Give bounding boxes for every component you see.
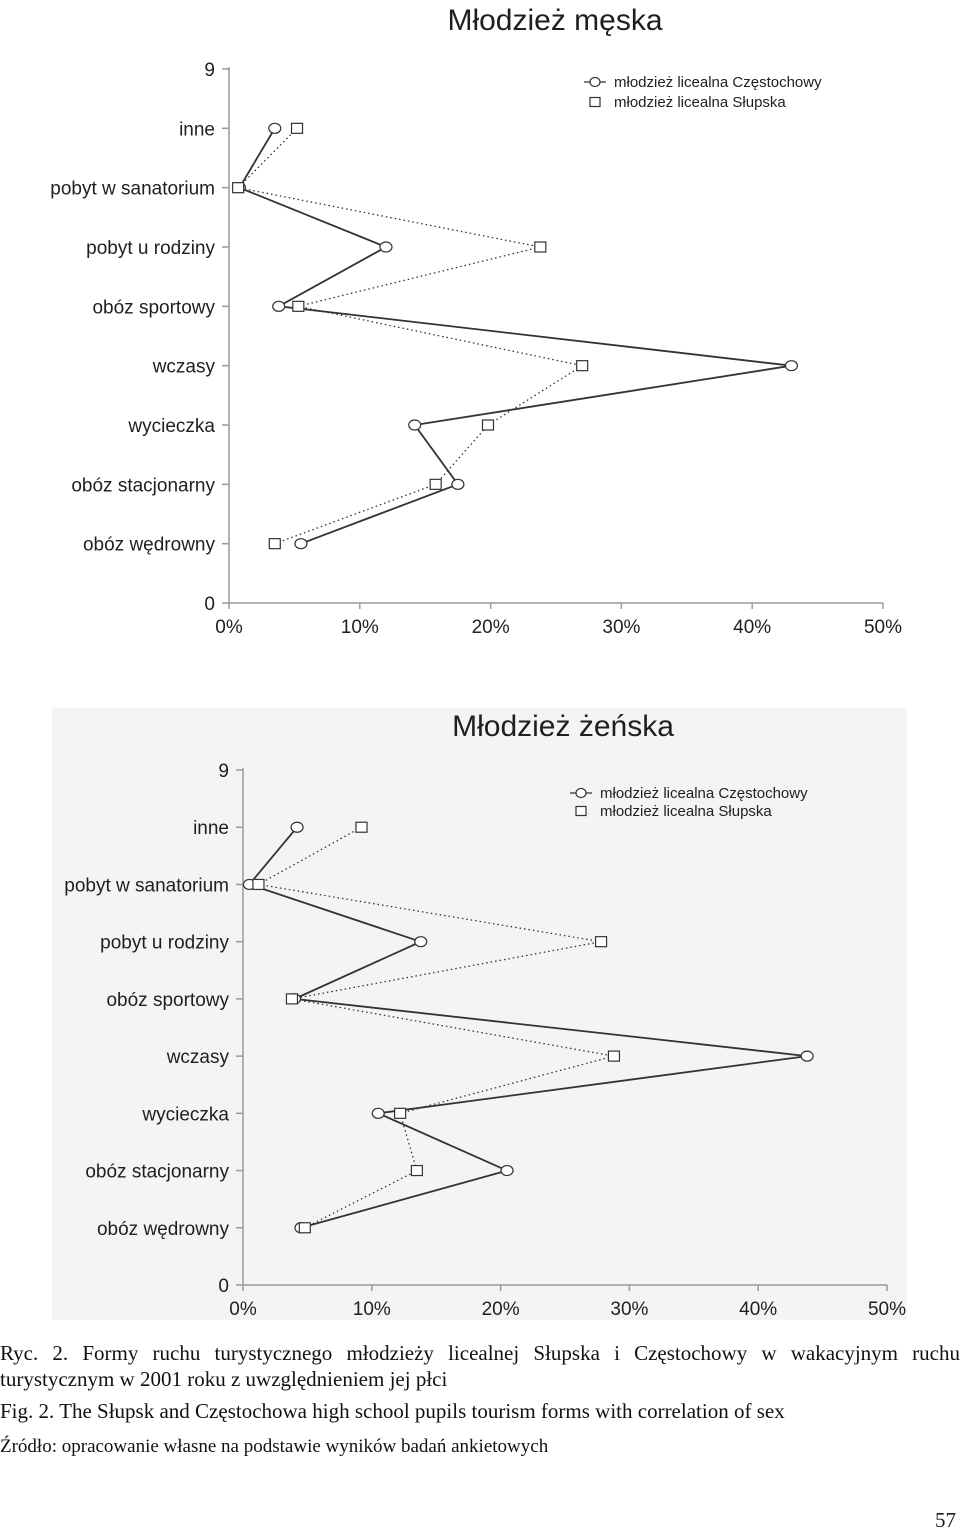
male-chart-title: Młodzież męska: [447, 4, 662, 37]
female-chart-point-circle: [371, 1107, 385, 1119]
female-chart-series-line-0: [247, 826, 808, 1229]
male-chart-x-tick-label: 0%: [215, 617, 243, 638]
male-chart-y-tick-label-9: 9: [204, 60, 215, 81]
male-chart-category-label: pobyt w sanatorium: [50, 179, 215, 200]
female-chart-x-tick-label: 10%: [353, 1299, 391, 1320]
female-chart-point-square: [252, 878, 265, 891]
female-chart-x-tick-label: 50%: [868, 1299, 906, 1320]
male-chart-category-label: obóz stacjonarny: [71, 475, 215, 496]
female-chart-point-square: [594, 936, 608, 948]
female-chart-category-label: obóz wędrowny: [97, 1219, 230, 1240]
male-chart-legend-label: młodzież licealna Częstochowy: [614, 74, 822, 91]
female-chart-category-label: inne: [193, 818, 229, 839]
male-chart-category-label: wycieczka: [127, 416, 215, 437]
male-chart-point-circle: [451, 478, 465, 490]
male-chart-legend-label: młodzież licealna Słupska: [614, 94, 786, 111]
female-chart-point-square: [607, 1050, 621, 1062]
male-chart-point-circle: [272, 300, 286, 312]
male-chart-point-square: [481, 419, 495, 431]
female-chart-title: Młodzież żeńska: [452, 710, 674, 743]
male-chart-point-square: [268, 538, 281, 550]
male-chart-point-square: [576, 360, 589, 372]
female-chart-category-label: pobyt w sanatorium: [64, 875, 229, 896]
male-chart-point-square: [534, 241, 547, 253]
male-chart-point-circle: [408, 419, 422, 431]
chart-female-background: [52, 708, 907, 1320]
female-chart-point-square: [355, 821, 368, 833]
female-chart-category-label: wycieczka: [141, 1104, 229, 1125]
male-chart-legend-circle: [589, 76, 601, 88]
male-chart-x-tick-label: 10%: [341, 617, 379, 638]
male-chart-category-label: wczasy: [152, 357, 216, 378]
page-number: 57: [935, 1508, 956, 1532]
female-chart-legend-label: młodzież licealna Częstochowy: [600, 785, 808, 802]
female-chart-point-circle: [800, 1050, 814, 1062]
male-chart-point-circle: [379, 241, 393, 253]
female-chart-point-square: [394, 1107, 407, 1119]
male-chart-x-tick-label: 30%: [602, 617, 640, 638]
male-chart-point-square: [292, 300, 305, 312]
female-chart-x-tick-label: 20%: [482, 1299, 520, 1320]
male-chart-x-tick-label: 50%: [864, 617, 902, 638]
female-chart-legend-circle: [575, 787, 587, 799]
female-chart-series-line-1: [256, 826, 615, 1229]
male-chart-x-tick-label: 40%: [733, 617, 771, 638]
male-chart-point-square: [429, 478, 442, 490]
female-chart-category-label: obóz sportowy: [106, 990, 229, 1011]
male-chart-category-label: obóz sportowy: [92, 297, 215, 318]
female-chart-category-label: obóz stacjonarny: [85, 1162, 229, 1183]
male-chart-point-square: [232, 182, 245, 194]
chart-female: Młodzież żeńska 9 0 inne pobyt w sanatorium p…: [0, 700, 960, 1340]
female-chart-category-label: pobyt u rodziny: [100, 933, 229, 954]
male-chart-series-line-0: [238, 127, 792, 545]
male-chart-category-label: pobyt u rodziny: [86, 238, 215, 259]
chart-male-svg: Młodzież męska 9 0 inne pobyt w sanatorium po…: [50, 4, 902, 638]
female-chart-point-square: [298, 1222, 311, 1234]
female-chart-point-circle: [414, 936, 428, 948]
female-chart-x-tick-label: 40%: [739, 1299, 777, 1320]
male-chart-category-label: obóz wędrowny: [83, 535, 216, 556]
male-chart-legend-square: [589, 96, 601, 108]
male-chart-point-circle: [268, 122, 282, 134]
male-chart-point-square: [290, 122, 304, 134]
male-chart-point-circle: [294, 538, 308, 550]
male-chart-category-label: inne: [179, 119, 215, 140]
female-chart-point-square: [410, 1164, 423, 1177]
chart-male: Młodzież męska 9 0 inne pobyt w sanatorium po…: [0, 0, 960, 660]
chart-female-svg: Młodzież żeńska 9 0 inne pobyt w sanatorium p…: [64, 710, 906, 1320]
female-chart-y-tick-label-9: 9: [218, 761, 229, 782]
figure-caption-polish: Ryc. 2. Formy ruchu turystycznego młodzi…: [0, 1341, 960, 1391]
female-chart-y-tick-label-0: 0: [218, 1276, 229, 1297]
figure-source-note: Źródło: opracowanie własne na podstawie …: [0, 1436, 549, 1457]
figure-caption-english: Fig. 2. The Słupsk and Częstochowa high …: [0, 1399, 785, 1423]
female-chart-category-label: wczasy: [166, 1047, 230, 1068]
female-chart-point-circle: [500, 1164, 514, 1177]
female-chart-x-tick-label: 0%: [229, 1299, 257, 1320]
female-chart-legend-label: młodzież licealna Słupska: [600, 803, 772, 820]
male-chart-x-tick-label: 20%: [472, 617, 510, 638]
female-chart-point-circle: [290, 821, 304, 833]
male-chart-y-tick-label-0: 0: [204, 594, 215, 615]
female-chart-legend-square: [575, 805, 587, 817]
male-chart-point-circle: [784, 360, 799, 372]
female-chart-point-square: [285, 993, 299, 1005]
male-chart-series-line-1: [236, 127, 584, 545]
female-chart-x-tick-label: 30%: [610, 1299, 648, 1320]
